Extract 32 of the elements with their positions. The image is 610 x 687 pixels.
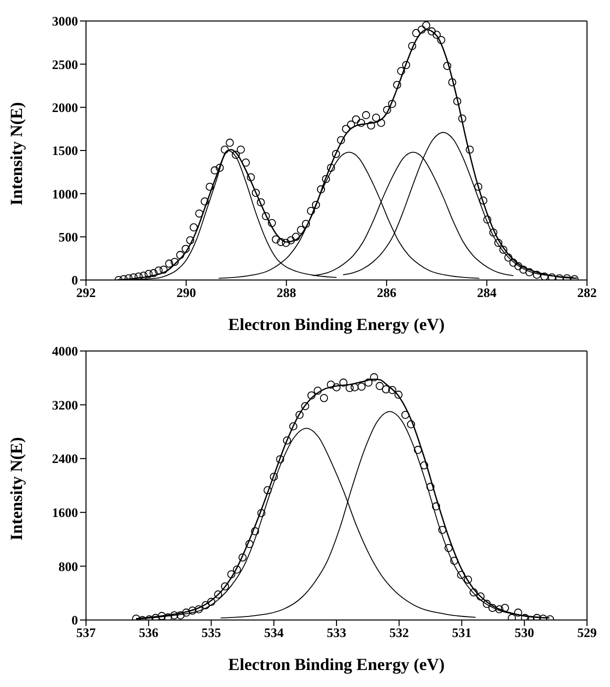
x-tick-label: 531 [452, 625, 472, 640]
y-tick-label: 3000 [52, 14, 78, 29]
x-tick-label: 532 [389, 625, 409, 640]
x-tick-label: 533 [326, 625, 347, 640]
x-axis-title: Electron Binding Energy (eV) [228, 315, 445, 334]
x-tick-label: 536 [138, 625, 159, 640]
x-tick-label: 535 [202, 625, 222, 640]
y-tick-label: 500 [58, 229, 78, 244]
x-tick-label: 530 [514, 625, 534, 640]
y-tick-label: 4000 [52, 344, 78, 359]
y-tick-label: 800 [58, 558, 78, 574]
x-tick-label: 529 [577, 625, 598, 640]
y-tick-label: 2500 [52, 56, 78, 72]
x-tick-label: 534 [264, 625, 284, 640]
y-tick-label: 2000 [52, 100, 78, 115]
x-axis-title: Electron Binding Energy (eV) [228, 655, 445, 674]
y-tick-label: 0 [72, 272, 78, 288]
x-tick-label: 537 [76, 625, 96, 640]
x-tick-label: 288 [276, 285, 297, 300]
y-axis-title: Intensity N(E) [7, 102, 26, 206]
x-tick-label: 290 [176, 285, 196, 300]
x-tick-label: 292 [76, 285, 96, 300]
y-tick-label: 2400 [52, 451, 78, 466]
x-tick-label: 284 [477, 285, 498, 300]
x-tick-label: 286 [376, 285, 397, 300]
x-tick-label: 282 [577, 285, 597, 300]
y-axis-title: Intensity N(E) [7, 437, 26, 540]
y-tick-label: 1500 [52, 143, 78, 158]
y-tick-label: 1000 [52, 186, 78, 202]
y-tick-label: 1600 [52, 505, 78, 520]
y-tick-label: 3200 [52, 397, 78, 412]
y-tick-label: 0 [72, 612, 78, 628]
